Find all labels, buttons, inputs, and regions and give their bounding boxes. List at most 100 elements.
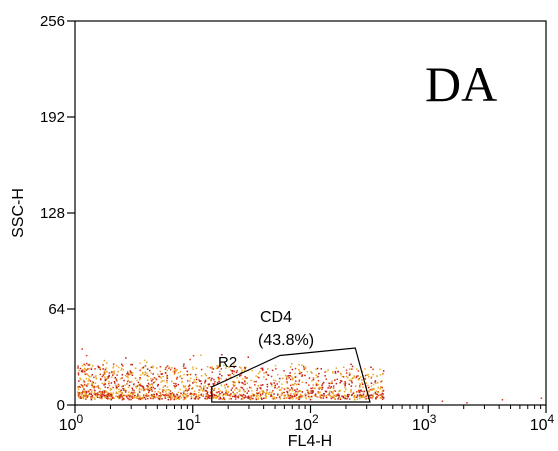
event-dot bbox=[88, 393, 91, 395]
event-dot bbox=[130, 363, 132, 366]
event-dot bbox=[303, 368, 306, 371]
event-dot bbox=[84, 384, 86, 387]
event-dot bbox=[120, 391, 123, 394]
event-dot bbox=[340, 380, 343, 383]
event-dot bbox=[139, 383, 142, 385]
event-dot bbox=[223, 398, 226, 401]
event-dot bbox=[296, 394, 298, 397]
event-dot bbox=[200, 393, 202, 396]
event-dot bbox=[262, 384, 264, 386]
event-dot bbox=[203, 388, 205, 390]
event-dot bbox=[351, 377, 354, 380]
event-dot bbox=[139, 377, 141, 379]
event-dot bbox=[263, 397, 265, 400]
event-dot bbox=[89, 389, 92, 391]
event-dot bbox=[122, 398, 125, 400]
event-dot bbox=[117, 392, 119, 395]
event-dot bbox=[184, 397, 187, 400]
event-dot bbox=[99, 388, 101, 390]
event-dot bbox=[146, 361, 148, 363]
event-dot bbox=[104, 383, 107, 385]
event-dot bbox=[362, 383, 364, 385]
event-dot bbox=[380, 386, 382, 389]
event-dot bbox=[88, 364, 91, 366]
event-dot bbox=[97, 385, 99, 387]
event-dot bbox=[149, 369, 151, 372]
event-dot bbox=[83, 363, 85, 365]
event-dot bbox=[81, 348, 83, 350]
event-dot bbox=[85, 378, 88, 380]
event-dot bbox=[368, 376, 370, 378]
event-dot bbox=[87, 374, 89, 377]
event-dot bbox=[82, 386, 84, 388]
event-dot bbox=[350, 363, 352, 366]
event-dot bbox=[174, 367, 176, 370]
event-dot bbox=[370, 388, 372, 391]
event-dot bbox=[330, 397, 332, 400]
event-dot bbox=[377, 394, 380, 397]
event-dot bbox=[167, 396, 169, 399]
event-dot bbox=[331, 380, 333, 382]
event-dot bbox=[162, 389, 164, 391]
event-dot bbox=[289, 397, 291, 400]
event-dot bbox=[381, 398, 384, 400]
event-dot bbox=[80, 384, 83, 386]
event-dot bbox=[152, 393, 155, 396]
event-dot bbox=[112, 363, 115, 365]
event-dot bbox=[200, 375, 203, 377]
event-dot bbox=[156, 396, 158, 398]
event-dot bbox=[111, 371, 113, 373]
event-dot bbox=[106, 395, 108, 398]
event-dot bbox=[78, 396, 80, 398]
event-dot bbox=[379, 394, 381, 396]
event-dot bbox=[102, 368, 104, 370]
event-dot bbox=[186, 396, 188, 398]
event-dot bbox=[133, 390, 135, 392]
event-dot bbox=[163, 380, 165, 382]
event-dot bbox=[80, 391, 82, 394]
event-dot bbox=[294, 376, 297, 378]
event-dot bbox=[179, 395, 181, 397]
event-dot bbox=[300, 372, 303, 374]
event-dot bbox=[187, 380, 189, 382]
event-dot bbox=[143, 394, 145, 396]
y-tick-label: 192 bbox=[40, 109, 65, 126]
event-dot bbox=[299, 370, 301, 373]
event-dot bbox=[83, 391, 85, 393]
event-dot bbox=[77, 372, 80, 374]
event-dot bbox=[235, 387, 237, 389]
event-dot bbox=[337, 394, 339, 396]
event-dot bbox=[110, 382, 113, 384]
event-dot bbox=[380, 394, 382, 396]
event-dots bbox=[77, 348, 543, 404]
event-dot bbox=[154, 377, 156, 379]
event-dot bbox=[219, 396, 221, 399]
event-dot bbox=[206, 387, 209, 389]
event-dot bbox=[164, 368, 167, 370]
event-dot bbox=[162, 393, 164, 396]
event-dot bbox=[219, 390, 222, 392]
event-dot bbox=[241, 387, 244, 389]
event-dot bbox=[293, 394, 296, 396]
event-dot bbox=[361, 381, 363, 384]
event-dot bbox=[83, 395, 85, 397]
event-dot bbox=[220, 368, 223, 370]
event-dot bbox=[78, 393, 80, 395]
event-dot bbox=[79, 377, 81, 379]
event-dot bbox=[364, 378, 367, 381]
event-dot bbox=[116, 395, 119, 398]
event-dot bbox=[372, 383, 375, 386]
event-dot bbox=[132, 389, 135, 391]
event-dot bbox=[134, 395, 136, 397]
event-dot bbox=[211, 393, 214, 395]
event-dot bbox=[340, 372, 342, 375]
event-dot bbox=[289, 394, 292, 397]
event-dot bbox=[166, 393, 168, 396]
event-dot bbox=[255, 398, 258, 401]
event-dot bbox=[225, 389, 227, 392]
event-dot bbox=[289, 378, 292, 381]
event-dot bbox=[356, 375, 358, 378]
event-dot bbox=[195, 393, 197, 396]
event-dot bbox=[382, 372, 384, 375]
event-dot bbox=[289, 384, 292, 387]
